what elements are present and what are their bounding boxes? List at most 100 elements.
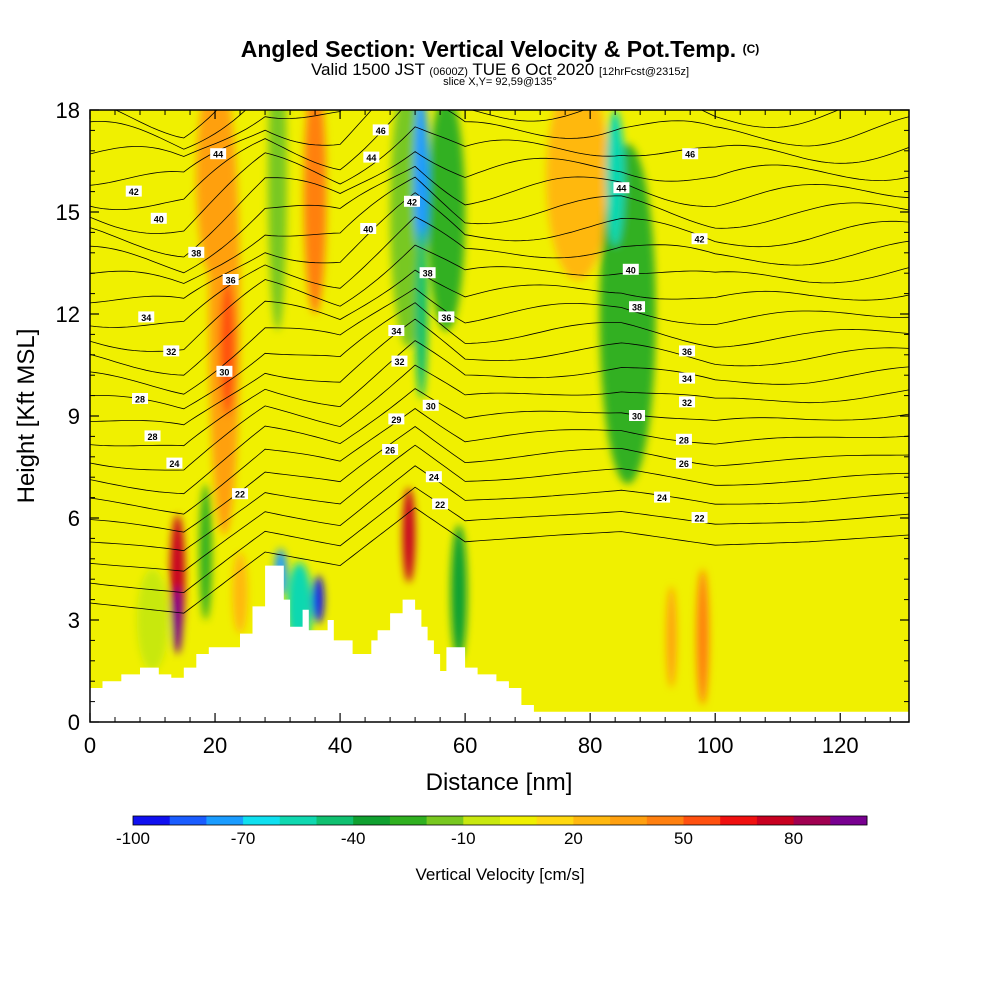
theta-label-text: 26 [385, 446, 395, 456]
y-tick-label: 6 [68, 506, 80, 531]
theta-label-text: 42 [129, 187, 139, 197]
terrain-profile [90, 565, 909, 722]
velocity-feature [546, 110, 609, 280]
theta-label-bg [144, 430, 161, 442]
velocity-feature [312, 575, 324, 624]
theta-label-text: 36 [682, 347, 692, 357]
theta-label: 36 [438, 311, 455, 323]
theta-label-bg [166, 457, 183, 469]
velocity-feature [232, 552, 248, 634]
theta-label-bg [679, 345, 696, 357]
theta-label-text: 22 [695, 514, 705, 524]
theta-label-bg [629, 301, 646, 313]
theta-label-text: 32 [394, 357, 404, 367]
theta-label-text: 40 [363, 225, 373, 235]
y-axis-title: Height [Kft MSL] [13, 329, 40, 504]
theta-label-bg [691, 512, 708, 523]
theta-label-text: 28 [679, 435, 689, 445]
colorbar-swatch [756, 816, 795, 825]
theta-label: 24 [654, 491, 671, 503]
theta-label: 38 [419, 267, 436, 279]
velocity-feature [696, 569, 709, 705]
potential-temperature-contours [90, 110, 909, 614]
theta-label-bg [675, 433, 692, 445]
theta-contour [90, 465, 909, 572]
theta-label: 30 [216, 365, 233, 377]
theta-label: 26 [675, 457, 692, 469]
theta-label-bg [232, 488, 249, 500]
colorbar-swatch [830, 816, 868, 825]
theta-label: 42 [691, 233, 708, 245]
theta-label-bg [222, 274, 239, 285]
theta-label: 28 [132, 393, 149, 405]
theta-label: 24 [166, 457, 183, 469]
colorbar-title: Vertical Velocity [cm/s] [415, 865, 584, 884]
colorbar-tick-label: -10 [451, 829, 476, 848]
theta-label-bg [372, 124, 389, 136]
theta-contour [90, 110, 343, 157]
chart-subtitle: Valid 1500 JST (0600Z) TUE 6 Oct 2020 [1… [310, 60, 690, 79]
x-tick-label: 120 [822, 733, 859, 758]
theta-contour [90, 176, 909, 284]
theta-label-text: 44 [616, 184, 626, 194]
colorbar-swatch [206, 816, 244, 825]
theta-label-bg [403, 195, 420, 207]
theta-label-text: 46 [685, 150, 695, 160]
velocity-feature [427, 110, 466, 331]
theta-label-text: 44 [366, 153, 376, 163]
x-tick-label: 0 [84, 733, 96, 758]
theta-label: 38 [629, 301, 646, 313]
theta-label-text: 32 [166, 347, 176, 357]
theta-label-text: 22 [435, 500, 445, 510]
theta-label-text: 38 [423, 269, 433, 279]
theta-contour [90, 110, 840, 186]
theta-label-text: 24 [657, 493, 667, 503]
theta-label-bg [388, 325, 405, 336]
theta-label-text: 36 [441, 313, 451, 323]
theta-label-text: 40 [154, 214, 164, 224]
theta-contour [90, 151, 909, 258]
theta-label-text: 34 [391, 327, 401, 337]
velocity-feature [199, 484, 212, 620]
velocity-feature [402, 487, 416, 583]
theta-label: 32 [163, 345, 180, 357]
velocity-feature [220, 280, 236, 416]
theta-label-bg [613, 182, 630, 194]
theta-label-bg [679, 372, 696, 384]
theta-contour [90, 444, 909, 552]
theta-label-text: 29 [391, 415, 401, 425]
velocity-feature [665, 110, 766, 518]
colorbar-swatch [573, 816, 611, 825]
colorbar-swatch [243, 816, 281, 825]
theta-label: 44 [363, 151, 380, 163]
theta-label-text: 30 [632, 412, 642, 422]
theta-contour [90, 110, 909, 210]
theta-label-bg [150, 212, 167, 224]
theta-label: 34 [679, 372, 696, 384]
theta-label-text: 28 [148, 432, 158, 442]
y-tick-label: 9 [68, 404, 80, 429]
theta-label: 42 [125, 185, 142, 197]
theta-label-bg [360, 223, 377, 234]
contour-labels: 42 40 38 36 34 32 30 28 28 24 22 44 46 44 42 40 38 36 34 32… [125, 124, 708, 524]
x-tick-label: 80 [578, 733, 602, 758]
theta-label-bg [675, 457, 692, 469]
theta-label-bg [425, 471, 442, 483]
theta-label-bg [654, 491, 671, 503]
theta-contour [90, 192, 909, 304]
colorbar-swatch [463, 816, 501, 825]
x-tick-label: 100 [697, 733, 734, 758]
theta-label-bg [422, 399, 439, 411]
colorbar-tick-label: -40 [341, 829, 366, 848]
theta-label-text: 30 [219, 367, 229, 377]
theta-label-bg [691, 233, 708, 245]
velocity-feature [415, 229, 428, 399]
theta-label: 24 [425, 471, 442, 483]
colorbar-swatch [279, 816, 317, 825]
theta-label: 28 [675, 433, 692, 445]
y-tick-label: 12 [56, 302, 80, 327]
theta-label-bg [132, 393, 149, 404]
theta-contour [90, 110, 247, 150]
slice-label: slice X,Y= 92,59@135° [443, 76, 557, 88]
